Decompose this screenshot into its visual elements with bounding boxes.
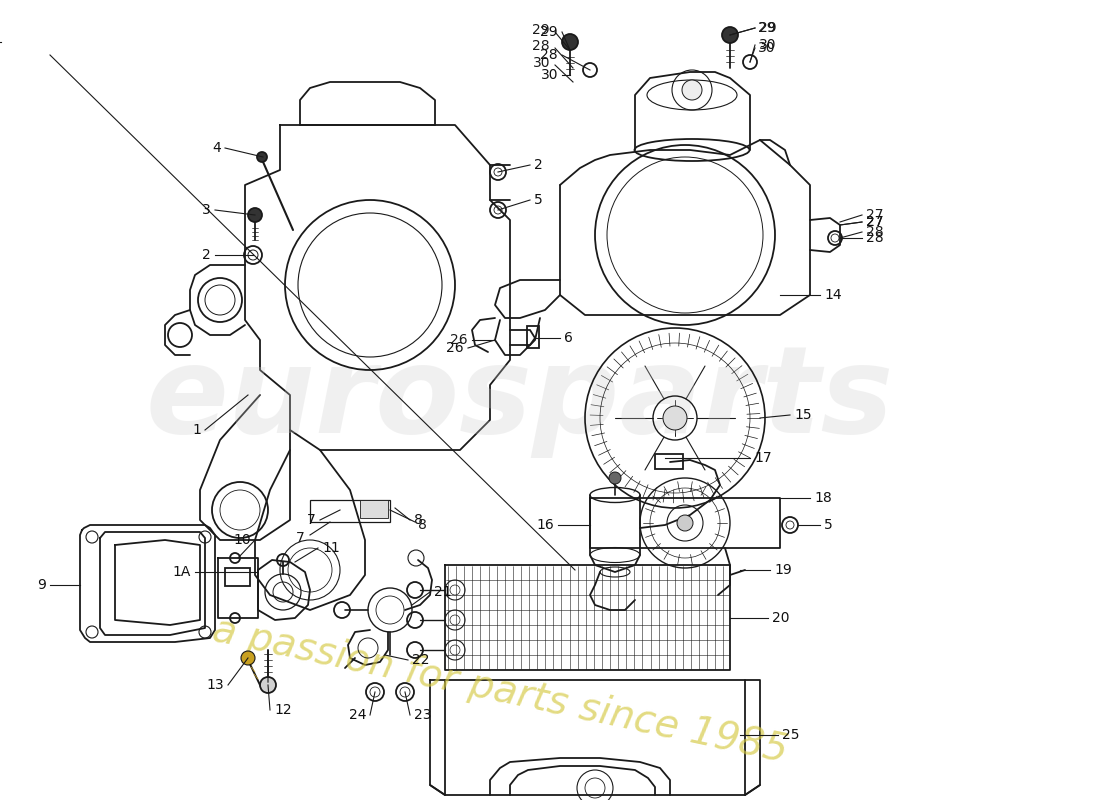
Text: 28: 28	[532, 39, 550, 53]
Text: 13: 13	[207, 678, 224, 692]
Text: 19: 19	[774, 563, 792, 577]
Text: 15: 15	[794, 408, 812, 422]
Circle shape	[248, 208, 262, 222]
Text: 27: 27	[866, 208, 883, 222]
Text: 7: 7	[307, 513, 316, 527]
Bar	[226, 568, 250, 586]
Text: 21: 21	[434, 585, 452, 599]
Text: 30: 30	[532, 56, 550, 70]
Circle shape	[241, 651, 255, 665]
Text: 1: 1	[192, 423, 201, 437]
Text: 24: 24	[349, 708, 366, 722]
Text: 18: 18	[814, 491, 832, 505]
Text: 29: 29	[758, 21, 776, 35]
Text: a passion for parts since 1985: a passion for parts since 1985	[209, 610, 791, 770]
Text: 28: 28	[866, 225, 883, 239]
Bar	[310, 500, 390, 522]
Circle shape	[676, 515, 693, 531]
Circle shape	[562, 34, 578, 50]
Text: 11: 11	[322, 541, 340, 555]
Text: 5: 5	[824, 518, 833, 532]
Circle shape	[663, 406, 688, 430]
Text: 3: 3	[202, 203, 211, 217]
Text: 6: 6	[564, 331, 573, 345]
Text: 22: 22	[412, 653, 429, 667]
Text: 26: 26	[447, 341, 464, 355]
Text: 30: 30	[540, 68, 558, 82]
Text: 5: 5	[534, 193, 542, 207]
Text: 25: 25	[782, 728, 800, 742]
Bar	[654, 454, 683, 469]
Text: 9: 9	[37, 578, 46, 592]
Circle shape	[682, 80, 702, 100]
Text: 8: 8	[414, 513, 422, 527]
Text: 2: 2	[202, 248, 211, 262]
Bar	[527, 326, 539, 348]
Text: 7: 7	[296, 531, 305, 545]
Text: 17: 17	[754, 451, 771, 465]
Text: 26: 26	[450, 333, 468, 347]
Text: 2: 2	[534, 158, 542, 172]
Text: 12: 12	[274, 703, 292, 717]
Text: 16: 16	[537, 518, 554, 532]
Text: 20: 20	[772, 611, 790, 625]
Text: eurosparts: eurosparts	[146, 342, 894, 458]
Text: 29: 29	[759, 21, 777, 35]
Circle shape	[257, 152, 267, 162]
Text: 14: 14	[824, 288, 842, 302]
Text: 23: 23	[414, 708, 431, 722]
Circle shape	[609, 472, 622, 484]
Text: 30: 30	[759, 38, 777, 52]
Text: 28: 28	[540, 48, 558, 62]
Text: 4: 4	[212, 141, 221, 155]
Text: 10: 10	[233, 533, 251, 547]
Text: 29: 29	[532, 23, 550, 37]
Circle shape	[722, 27, 738, 43]
Text: 30: 30	[758, 41, 776, 55]
Text: 27: 27	[866, 215, 883, 229]
Text: 8: 8	[418, 518, 427, 532]
Text: 29: 29	[540, 25, 558, 39]
Text: 1A: 1A	[173, 565, 191, 579]
Bar	[360, 500, 388, 518]
Circle shape	[260, 677, 276, 693]
Text: 28: 28	[866, 231, 883, 245]
Text: 27: 27	[866, 215, 883, 229]
